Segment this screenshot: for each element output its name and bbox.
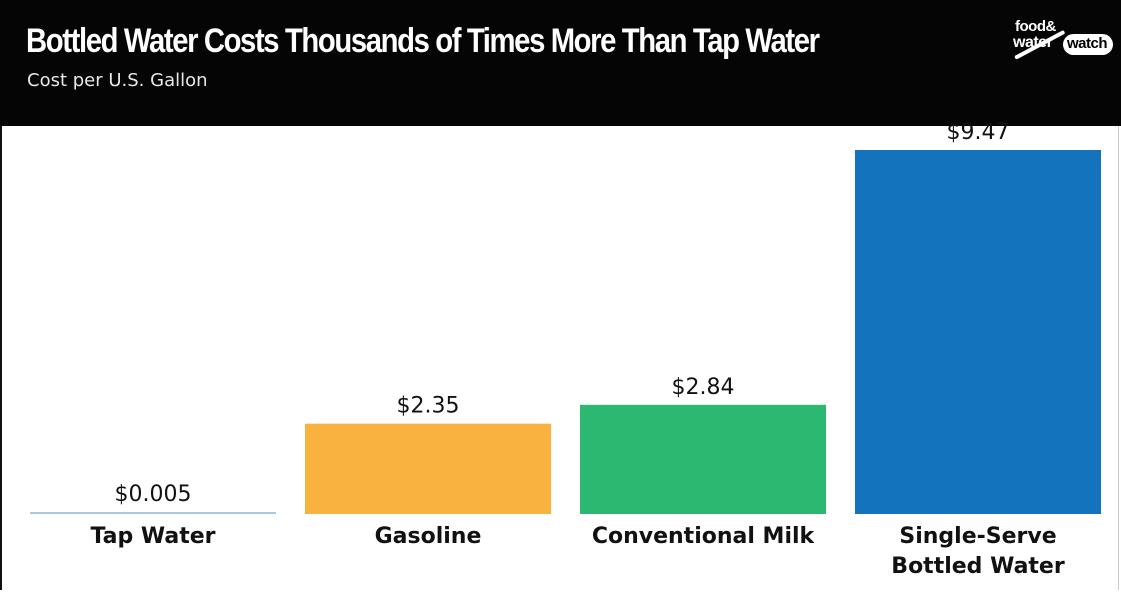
chart-subtitle: Cost per U.S. Gallon (27, 70, 208, 91)
category-label-3-line-1: Bottled Water (891, 554, 1065, 579)
chart-title: Bottled Water Costs Thousands of Times M… (26, 22, 820, 60)
category-label-2: Conventional Milk (592, 524, 816, 549)
logo-text-water: water (1013, 34, 1053, 51)
food-water-watch-logo: food& water watch (1011, 18, 1113, 82)
bar-value-label-2: $2.84 (672, 375, 735, 400)
bar-3 (855, 150, 1101, 514)
logo-pill (1063, 34, 1113, 55)
category-label-1: Gasoline (375, 524, 482, 549)
logo-text-watch: watch (1067, 35, 1108, 52)
bar-2 (580, 404, 826, 514)
category-label-0: Tap Water (90, 524, 215, 549)
chart-header: Bottled Water Costs Thousands of Times M… (0, 0, 1121, 126)
bar-0 (30, 512, 276, 514)
logo-text-food: food& (1015, 18, 1056, 35)
bar-1 (305, 423, 551, 514)
bar-value-label-3: $9.47 (947, 120, 1010, 145)
bar-value-label-0: $0.005 (115, 482, 192, 507)
category-label-3-line-0: Single-Serve (899, 524, 1056, 549)
bar-value-label-1: $2.35 (397, 394, 460, 419)
